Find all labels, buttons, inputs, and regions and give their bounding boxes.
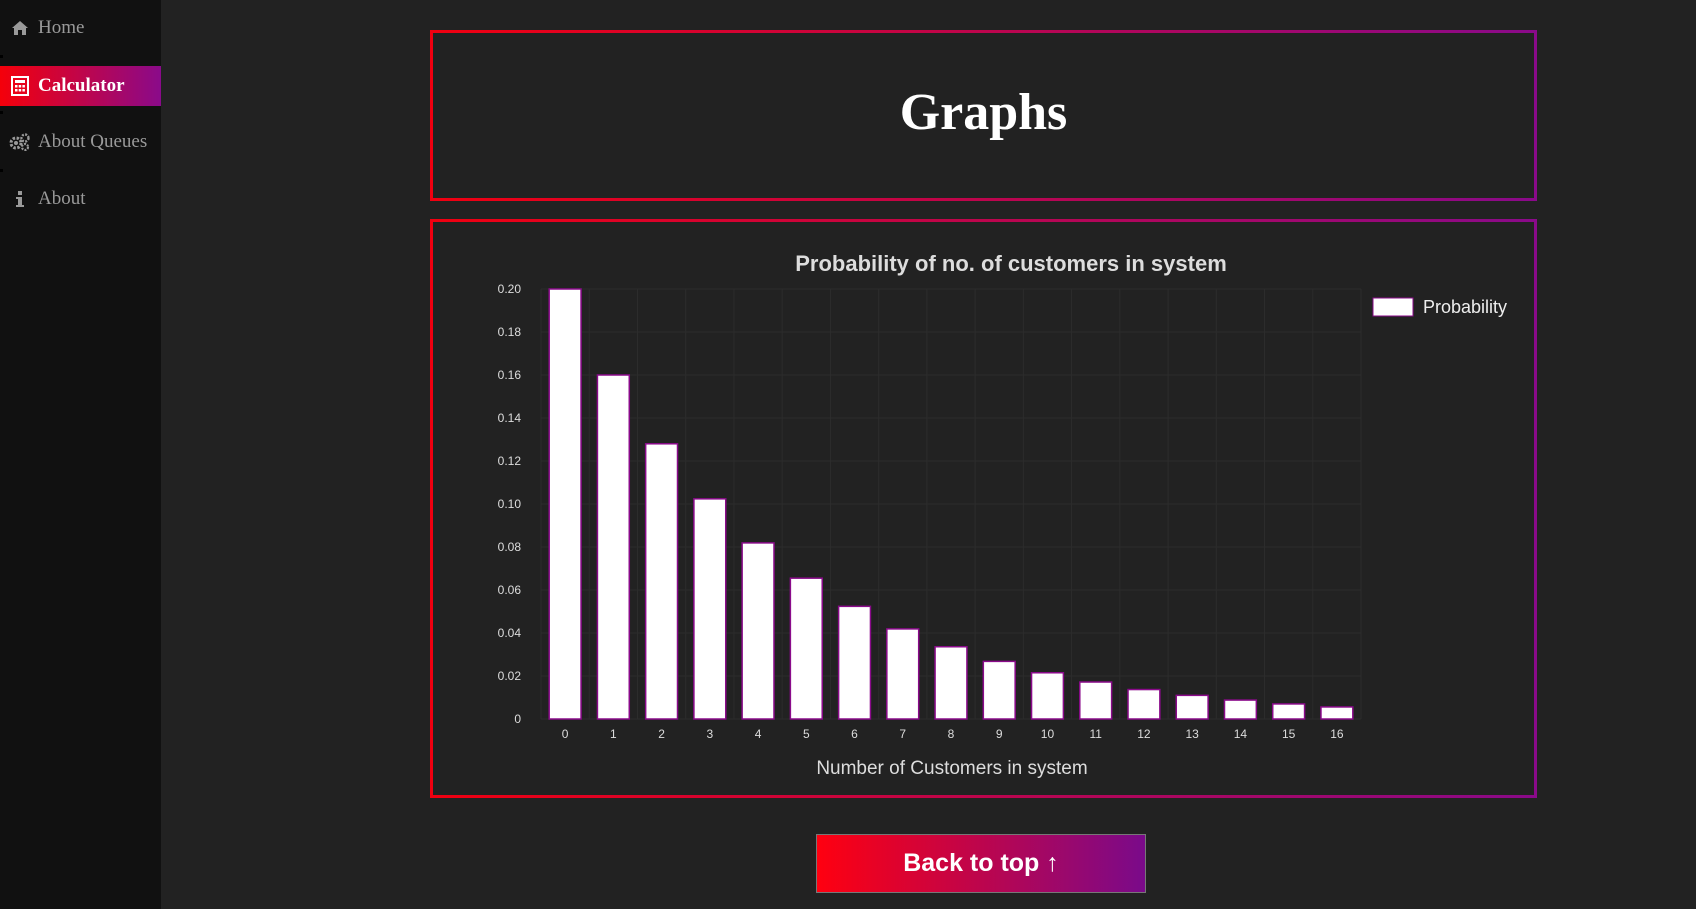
sidebar-item-calculator[interactable]: Calculator [0,66,161,106]
info-icon [9,188,31,210]
bar [548,288,582,720]
x-tick-label: 10 [1041,727,1055,741]
y-tick-label: 0.04 [498,626,522,640]
y-tick-label: 0.18 [498,325,522,339]
gears-icon [9,131,31,153]
bar [1127,688,1161,720]
bar-chart: Probability of no. of customers in syste… [498,251,1507,779]
x-tick-label: 2 [658,727,665,741]
bar [596,374,631,720]
chart-title: Probability of no. of customers in syste… [795,251,1227,276]
calculator-icon [9,75,31,97]
sidebar-item-home[interactable]: Home [0,8,161,48]
legend-label: Probability [1423,297,1507,317]
y-tick-label: 0.06 [498,583,522,597]
x-tick-label: 12 [1137,727,1151,741]
x-tick-label: 8 [948,727,955,741]
x-tick-label: 1 [610,727,617,741]
bar [1320,706,1354,720]
y-tick-label: 0.14 [498,411,522,425]
bar [837,605,872,720]
x-tick-label: 11 [1089,727,1102,741]
bar [644,443,679,720]
x-tick-label: 4 [755,727,762,741]
y-tick-label: 0.10 [498,497,522,511]
y-tick-label: 0.12 [498,454,522,468]
x-axis-label: Number of Customers in system [816,758,1087,779]
x-tick-label: 5 [803,727,810,741]
x-tick-label: 9 [996,727,1003,741]
bar [1175,694,1209,720]
sidebar-item-label: About Queues [38,131,148,152]
y-tick-label: 0.16 [498,368,522,382]
home-icon [9,17,31,39]
divider [0,111,3,114]
bar [1271,703,1306,720]
bar [982,660,1016,720]
x-tick-label: 3 [706,727,713,741]
sidebar-item-label: About [38,188,86,209]
sidebar-item-about-queues[interactable]: About Queues [0,122,161,162]
legend-swatch [1372,297,1414,317]
x-tick-label: 6 [851,727,858,741]
divider [0,169,3,172]
chart-panel: Probability of no. of customers in syste… [430,219,1537,798]
bar [1079,681,1113,720]
x-tick-label: 15 [1282,727,1296,741]
bar [1223,699,1258,720]
bar [934,646,968,720]
sidebar: Home Calculator About [0,0,161,909]
bar [886,628,920,720]
x-tick-label: 14 [1234,727,1248,741]
x-tick-label: 16 [1330,727,1344,741]
bar [693,498,727,720]
bar [789,577,823,720]
y-tick-label: 0.02 [498,669,522,683]
bar [741,542,775,720]
bar [1030,672,1065,720]
sidebar-item-about[interactable]: About [0,179,161,219]
title-panel: Graphs [430,30,1537,201]
back-to-top-button[interactable]: Back to top ↑ [816,834,1146,893]
divider [0,55,3,58]
y-tick-label: 0.08 [498,540,522,554]
page-title: Graphs [899,84,1068,141]
x-tick-label: 7 [899,727,906,741]
y-tick-label: 0.20 [498,282,522,296]
x-tick-label: 0 [562,727,569,741]
sidebar-item-label: Calculator [38,75,125,96]
y-tick-label: 0 [514,712,521,726]
x-tick-label: 13 [1185,727,1199,741]
sidebar-item-label: Home [38,17,85,38]
